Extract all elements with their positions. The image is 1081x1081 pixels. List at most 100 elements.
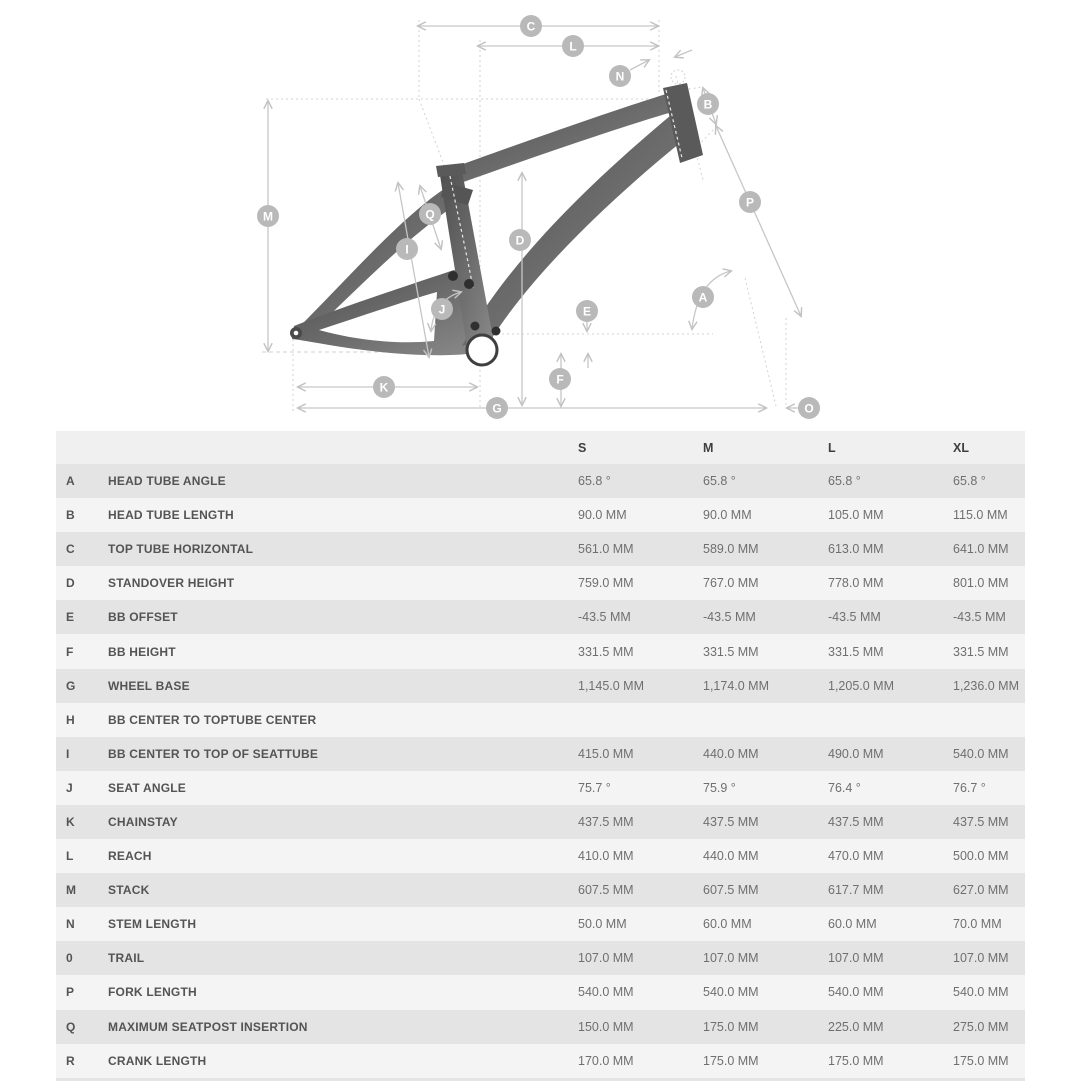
row-letter: I [66, 746, 70, 761]
row-value: 627.0 MM [953, 883, 1009, 898]
frame-geometry-diagram: C L N B M Q I D P A J E F K G O [0, 0, 1081, 431]
bottom-bracket [465, 333, 499, 367]
table-row-j: J SEAT ANGLE 75.7 ° 75.9 ° 76.4 ° 76.7 ° [56, 770, 1025, 805]
label-j-circle [431, 298, 453, 320]
row-measurement-name: HEAD TUBE LENGTH [108, 508, 234, 523]
row-value: 65.8 ° [703, 474, 736, 489]
row-letter: A [66, 474, 75, 489]
dim-n [629, 60, 649, 71]
row-letter: L [66, 849, 74, 864]
dimension-lines [268, 26, 801, 408]
row-value: 107.0 MM [828, 951, 884, 966]
row-letter: C [66, 542, 75, 557]
row-measurement-name: CRANK LENGTH [108, 1053, 207, 1068]
row-value: 415.0 MM [578, 746, 634, 761]
row-value: 175.0 MM [703, 1019, 759, 1034]
table-row-d: D STANDOVER HEIGHT 759.0 MM 767.0 MM 778.0 M… [56, 566, 1025, 601]
row-value: 607.5 MM [578, 883, 634, 898]
label-f: F [556, 373, 563, 387]
row-measurement-name: STACK [108, 883, 150, 898]
label-n-circle [609, 65, 631, 87]
row-value: 801.0 MM [953, 576, 1009, 591]
row-letter: M [66, 883, 77, 898]
pivot-bolt [448, 271, 458, 281]
row-value: 540.0 MM [703, 985, 759, 1000]
row-value: 1,236.0 MM [953, 678, 1020, 693]
row-value: 759.0 MM [578, 576, 634, 591]
row-letter: J [66, 780, 73, 795]
table-row-g: G WHEEL BASE 1,145.0 MM 1,174.0 MM 1,205.0 M… [56, 668, 1025, 703]
header-size-l: L [828, 440, 836, 455]
table-row-i: I BB CENTER TO TOP OF SEATTUBE 415.0 MM 440… [56, 736, 1025, 771]
row-value: 561.0 MM [578, 542, 634, 557]
pivot-bolt [491, 326, 501, 336]
row-measurement-name: BB CENTER TO TOP OF SEATTUBE [108, 746, 319, 761]
label-i: I [405, 243, 408, 257]
row-value: 225.0 MM [828, 1019, 884, 1034]
row-value: 589.0 MM [703, 542, 759, 557]
row-measurement-name: REACH [108, 849, 152, 864]
seat-clamp [436, 163, 466, 177]
row-letter: N [66, 917, 75, 932]
header-size-m: M [703, 440, 714, 455]
row-measurement-name: BB HEIGHT [108, 644, 176, 659]
label-q: Q [425, 208, 434, 222]
table-row-c: C TOP TUBE HORIZONTAL 561.0 MM 589.0 MM 613.… [56, 532, 1025, 567]
table-body: A HEAD TUBE ANGLE 65.8 ° 65.8 ° 65.8 ° 65.8 °… [56, 464, 1025, 1078]
row-value: -43.5 MM [703, 610, 756, 625]
row-value: 50.0 MM [578, 917, 627, 932]
row-value: 1,174.0 MM [703, 678, 770, 693]
row-value: 437.5 MM [953, 814, 1009, 829]
row-value: 540.0 MM [953, 985, 1009, 1000]
label-m-circle [257, 205, 279, 227]
row-measurement-name: TRAIL [108, 951, 145, 966]
row-value: 175.0 MM [703, 1053, 759, 1068]
row-value: 1,205.0 MM [828, 678, 895, 693]
rocker-link [441, 182, 473, 205]
row-measurement-name: STANDOVER HEIGHT [108, 576, 235, 591]
header-size-s: S [578, 440, 587, 455]
down-tube [462, 116, 686, 346]
label-g-circle [486, 397, 508, 419]
label-l-circle [562, 35, 584, 57]
table-row-n: N STEM LENGTH 50.0 MM 60.0 MM 60.0 MM 70.0 MM [56, 907, 1025, 942]
row-value: 540.0 MM [578, 985, 634, 1000]
row-measurement-name: FORK LENGTH [108, 985, 197, 1000]
label-b-circle [697, 93, 719, 115]
label-c: C [527, 20, 536, 34]
row-value: 607.5 MM [703, 883, 759, 898]
label-o: O [804, 402, 813, 416]
row-value: 641.0 MM [953, 542, 1009, 557]
row-value: 90.0 MM [703, 508, 752, 523]
row-value: 76.7 ° [953, 780, 986, 795]
row-value: 107.0 MM [953, 951, 1009, 966]
seatpost-insertion-dash [449, 175, 474, 289]
dim-i [398, 183, 429, 357]
label-q-circle [419, 203, 441, 225]
row-letter: F [66, 644, 74, 659]
row-value: 105.0 MM [828, 508, 884, 523]
row-letter: K [66, 814, 75, 829]
stem-spacer-dashed-circle [670, 69, 686, 85]
table-row-a: A HEAD TUBE ANGLE 65.8 ° 65.8 ° 65.8 ° 65.8 ° [56, 464, 1025, 499]
geometry-table: S M L XL A HEAD TUBE ANGLE 65.8 ° 65.8 ° 65.8 °… [56, 431, 1025, 1081]
row-letter: B [66, 508, 75, 523]
row-value: 65.8 ° [578, 474, 611, 489]
row-value: 617.7 MM [828, 883, 884, 898]
row-value: 331.5 MM [703, 644, 759, 659]
row-value: 150.0 MM [578, 1019, 634, 1034]
row-value: 437.5 MM [703, 814, 759, 829]
table-row-b: B HEAD TUBE LENGTH 90.0 MM 90.0 MM 105.0 MM 1… [56, 498, 1025, 533]
row-value: 175.0 MM [828, 1053, 884, 1068]
label-g: G [492, 402, 501, 416]
label-b: B [704, 98, 713, 112]
row-value: 60.0 MM [828, 917, 877, 932]
dim-p [716, 126, 801, 316]
row-value: 778.0 MM [828, 576, 884, 591]
row-value: 70.0 MM [953, 917, 1002, 932]
label-e-circle [576, 300, 598, 322]
label-d-circle [509, 229, 531, 251]
label-n: N [616, 70, 625, 84]
row-value: -43.5 MM [578, 610, 631, 625]
bike-frame [290, 83, 703, 367]
